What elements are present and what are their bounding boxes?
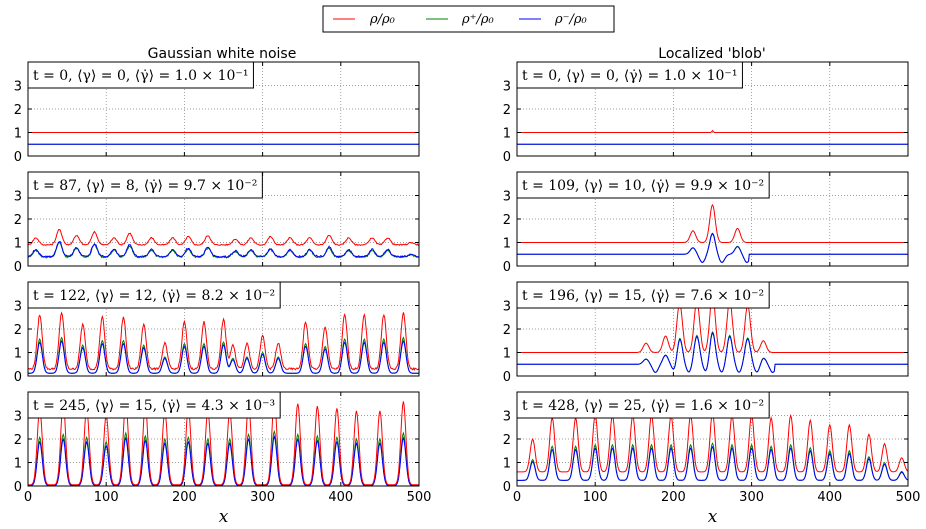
legend-label-rho-minus: ρ⁻/ρ₀ <box>554 12 588 27</box>
y-tick-label: 0 <box>14 370 22 385</box>
annotation-box <box>27 281 281 309</box>
x-axis-label: x <box>219 507 229 527</box>
x-tick-label: 400 <box>328 490 353 505</box>
y-tick-label: 3 <box>503 410 511 425</box>
y-tick-label: 0 <box>503 150 511 165</box>
y-tick-label: 0 <box>14 480 22 495</box>
series-line-rho_plus <box>517 232 908 264</box>
y-tick-label: 3 <box>503 190 511 205</box>
y-tick-label: 1 <box>503 347 511 362</box>
y-tick-label: 3 <box>14 80 22 95</box>
annotation-box <box>516 281 770 309</box>
column-title-left: Gaussian white noise <box>148 46 297 62</box>
x-tick-label: 300 <box>739 490 764 505</box>
panel-annotation: t = 122, ⟨γ⟩ = 12, ⟨γ̇⟩ = 8.2 × 10⁻² <box>33 288 275 304</box>
y-tick-label: 2 <box>503 433 511 448</box>
annotation-box <box>27 391 281 419</box>
panel-0-3: 0 1 2 3 0 100 200 300 400 500 t = 245, ⟨γ⟩ = 15, ⟨… <box>14 391 432 527</box>
y-tick-label: 1 <box>14 237 22 252</box>
annotation-box <box>27 61 254 89</box>
x-tick-label: 500 <box>407 490 432 505</box>
panels: 0 1 2 3 t = 0, ⟨γ⟩ = 0, ⟨γ̇⟩ = 1.0 × 10⁻¹ 0 1 2… <box>14 61 921 527</box>
panel-annotation: t = 0, ⟨γ⟩ = 0, ⟨γ̇⟩ = 1.0 × 10⁻¹ <box>33 68 248 84</box>
x-tick-label: 300 <box>250 490 275 505</box>
panel-annotation: t = 196, ⟨γ⟩ = 15, ⟨γ̇⟩ = 7.6 × 10⁻² <box>522 288 764 304</box>
y-tick-label: 0 <box>14 150 22 165</box>
panel-annotation: t = 245, ⟨γ⟩ = 15, ⟨γ̇⟩ = 4.3 × 10⁻³ <box>33 398 275 414</box>
series-line-rho_minus <box>28 339 419 374</box>
y-tick-label: 3 <box>503 300 511 315</box>
column-title-right: Localized 'blob' <box>658 46 765 62</box>
x-tick-label: 100 <box>94 490 119 505</box>
panel-0-1: 0 1 2 3 t = 87, ⟨γ⟩ = 8, ⟨γ̇⟩ = 9.7 × 10⁻² <box>14 171 420 275</box>
x-tick-label: 500 <box>896 490 921 505</box>
y-tick-label: 0 <box>503 480 511 495</box>
y-tick-label: 1 <box>14 457 22 472</box>
panel-1-3: 0 1 2 3 0 100 200 300 400 500 t = 428, ⟨γ⟩ = 25, ⟨… <box>503 391 921 527</box>
annotation-box <box>516 391 770 419</box>
series-line-rho_minus <box>517 233 908 264</box>
series-line-rho <box>27 228 420 247</box>
series-line-rho <box>517 203 908 243</box>
series-line-rho_minus <box>517 445 909 481</box>
x-axis-label: x <box>708 507 718 527</box>
y-tick-label: 2 <box>14 323 22 338</box>
y-tick-label: 3 <box>14 300 22 315</box>
y-tick-label: 1 <box>503 237 511 252</box>
y-tick-label: 2 <box>503 323 511 338</box>
y-tick-label: 3 <box>503 80 511 95</box>
panel-annotation: t = 0, ⟨γ⟩ = 0, ⟨γ̇⟩ = 1.0 × 10⁻¹ <box>522 68 737 84</box>
annotation-box <box>27 171 263 199</box>
y-tick-label: 2 <box>503 103 511 118</box>
panel-annotation: t = 87, ⟨γ⟩ = 8, ⟨γ̇⟩ = 9.7 × 10⁻² <box>33 178 257 194</box>
panel-1-1: 0 1 2 3 t = 109, ⟨γ⟩ = 10, ⟨γ̇⟩ = 9.9 × 10⁻² <box>503 171 909 275</box>
y-tick-label: 3 <box>14 190 22 205</box>
series-line-rho_minus <box>517 332 908 374</box>
x-tick-label: 0 <box>513 490 521 505</box>
y-tick-label: 2 <box>503 213 511 228</box>
legend-frame <box>322 5 615 33</box>
y-tick-label: 1 <box>503 127 511 142</box>
panel-1-0: 0 1 2 3 t = 0, ⟨γ⟩ = 0, ⟨γ̇⟩ = 1.0 × 10⁻¹ <box>503 61 909 165</box>
legend-label-rho: ρ/ρ₀ <box>369 12 396 27</box>
x-tick-label: 400 <box>817 490 842 505</box>
x-tick-label: 200 <box>661 490 686 505</box>
y-tick-label: 0 <box>503 260 511 275</box>
panel-0-0: 0 1 2 3 t = 0, ⟨γ⟩ = 0, ⟨γ̇⟩ = 1.0 × 10⁻¹ <box>14 61 420 165</box>
panel-1-2: 0 1 2 3 t = 196, ⟨γ⟩ = 15, ⟨γ̇⟩ = 7.6 × 10⁻² <box>503 281 909 385</box>
panel-annotation: t = 428, ⟨γ⟩ = 25, ⟨γ̇⟩ = 1.6 × 10⁻² <box>522 398 764 414</box>
legend: ρ/ρ₀ ρ⁺/ρ₀ ρ⁻/ρ₀ <box>322 5 615 33</box>
series-line-rho_minus <box>27 241 420 259</box>
y-tick-label: 2 <box>14 433 22 448</box>
y-tick-label: 0 <box>503 370 511 385</box>
x-tick-label: 100 <box>583 490 608 505</box>
y-tick-label: 3 <box>14 410 22 425</box>
x-tick-label: 200 <box>172 490 197 505</box>
y-tick-label: 2 <box>14 213 22 228</box>
annotation-box <box>516 61 743 89</box>
series-line-rho <box>517 129 908 133</box>
y-tick-label: 0 <box>14 260 22 275</box>
y-tick-label: 1 <box>503 457 511 472</box>
panel-0-2: 0 1 2 3 t = 122, ⟨γ⟩ = 12, ⟨γ̇⟩ = 8.2 × 10⁻² <box>14 281 420 385</box>
series-line-rho_minus <box>28 435 419 487</box>
y-tick-label: 1 <box>14 347 22 362</box>
series-line-rho <box>27 311 420 371</box>
y-tick-label: 2 <box>14 103 22 118</box>
panel-annotation: t = 109, ⟨γ⟩ = 10, ⟨γ̇⟩ = 9.9 × 10⁻² <box>522 178 764 194</box>
y-tick-label: 1 <box>14 127 22 142</box>
x-tick-label: 0 <box>24 490 32 505</box>
series-line-rho <box>28 399 419 486</box>
annotation-box <box>516 171 770 199</box>
legend-label-rho-plus: ρ⁺/ρ₀ <box>461 12 495 27</box>
